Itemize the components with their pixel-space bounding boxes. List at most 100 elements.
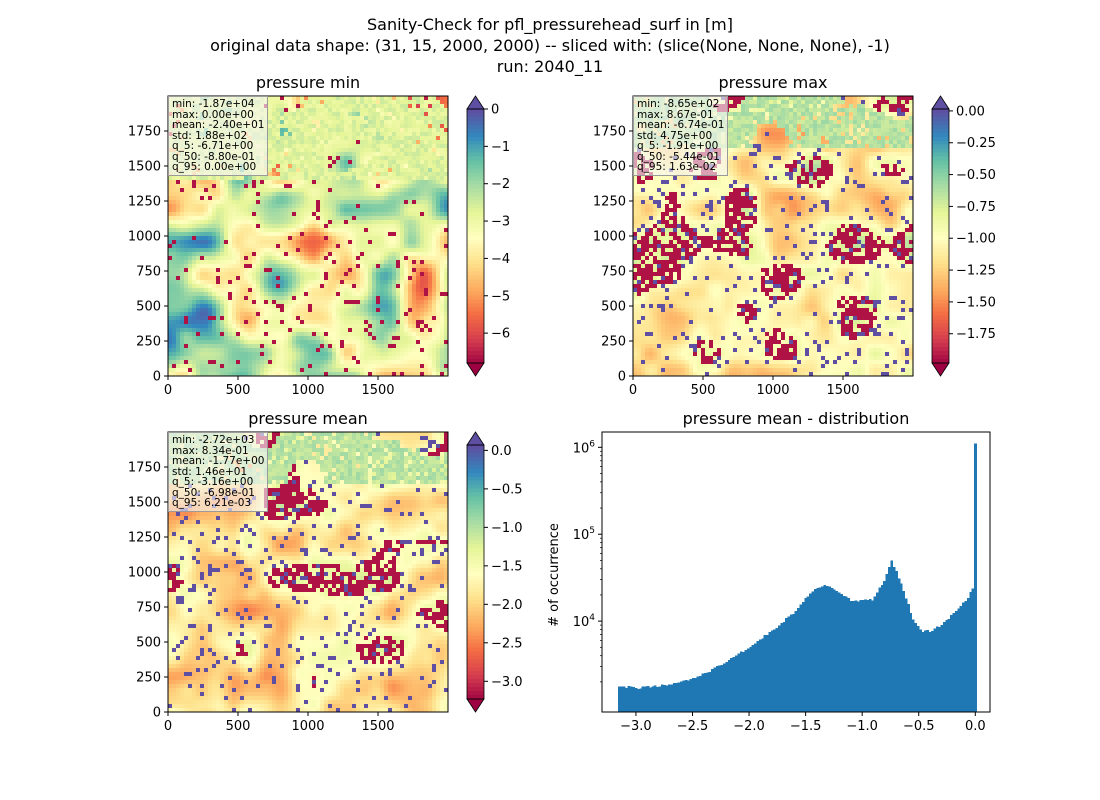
heatmap-cell xyxy=(236,204,241,209)
heatmap-cell xyxy=(444,336,449,341)
heatmap-cell xyxy=(168,364,173,369)
heatmap-cell xyxy=(212,208,217,213)
heatmap-cell xyxy=(184,256,189,261)
heatmap-cell xyxy=(280,124,285,129)
heatmap-cell xyxy=(348,260,353,265)
heatmap-cell xyxy=(384,220,389,225)
heatmap-cell xyxy=(168,304,173,309)
heatmap-cell xyxy=(276,96,281,101)
heatmap-cell xyxy=(204,360,209,365)
heatmap-cell xyxy=(428,276,433,281)
heatmap-cell xyxy=(380,120,385,125)
heatmap-cell xyxy=(284,228,289,233)
heatmap-cell xyxy=(288,104,293,109)
heatmap-cell xyxy=(408,204,413,209)
heatmap-cell xyxy=(272,364,277,369)
heatmap-cell xyxy=(188,212,193,217)
heatmap-cell xyxy=(268,328,273,333)
heatmap-cell xyxy=(428,168,433,173)
heatmap-cell xyxy=(376,252,381,257)
heatmap-cell xyxy=(268,264,273,269)
heatmap-cell xyxy=(372,184,377,189)
heatmap-cell xyxy=(268,144,273,149)
heatmap-cell xyxy=(168,228,173,233)
heatmap-cell xyxy=(416,200,421,205)
heatmap-cell xyxy=(192,244,197,249)
heatmap-cell xyxy=(336,256,341,261)
heatmap-cell xyxy=(196,320,201,325)
heatmap-cell xyxy=(280,252,285,257)
heatmap-cell xyxy=(184,216,189,221)
heatmap-cell xyxy=(340,372,345,377)
heatmap-cell xyxy=(224,292,229,297)
heatmap-cell xyxy=(276,360,281,365)
heatmap-cell xyxy=(424,232,429,237)
heatmap-cell xyxy=(384,336,389,341)
heatmap-cell xyxy=(296,364,301,369)
heatmap-cell xyxy=(356,248,361,253)
heatmap-cell xyxy=(372,372,377,377)
heatmap-cell xyxy=(308,268,313,273)
heatmap-cell xyxy=(256,336,261,341)
heatmap-cell xyxy=(344,332,349,337)
heatmap-cell xyxy=(412,136,417,141)
heatmap-cell xyxy=(276,120,281,125)
heatmap-cell xyxy=(256,340,261,345)
heatmap-cell xyxy=(324,116,329,121)
heatmap-cell xyxy=(216,200,221,205)
heatmap-cell xyxy=(404,328,409,333)
heatmap-cell xyxy=(412,248,417,253)
heatmap-cell xyxy=(312,348,317,353)
heatmap-cell xyxy=(208,284,213,289)
heatmap-cell xyxy=(328,136,333,141)
heatmap-cell xyxy=(284,320,289,325)
heatmap-cell xyxy=(188,332,193,337)
heatmap-cell xyxy=(364,284,369,289)
heatmap-cell xyxy=(428,148,433,153)
heatmap-cell xyxy=(356,268,361,273)
heatmap-cell xyxy=(376,184,381,189)
heatmap-cell xyxy=(352,240,357,245)
heatmap-cell xyxy=(204,184,209,189)
heatmap-cell xyxy=(352,264,357,269)
heatmap-cell xyxy=(252,308,257,313)
heatmap-cell xyxy=(204,252,209,257)
heatmap-cell xyxy=(168,260,173,265)
heatmap-cell xyxy=(372,300,377,305)
heatmap-cell xyxy=(360,316,365,321)
heatmap-cell xyxy=(336,296,341,301)
heatmap-cell xyxy=(340,252,345,257)
heatmap-cell xyxy=(180,320,185,325)
heatmap-cell xyxy=(376,216,381,221)
heatmap-cell xyxy=(360,288,365,293)
heatmap-cell xyxy=(376,100,381,105)
heatmap-cell xyxy=(444,192,449,197)
heatmap-cell xyxy=(420,328,425,333)
heatmap-cell xyxy=(416,120,421,125)
heatmap-cell xyxy=(316,308,321,313)
heatmap-cell xyxy=(168,340,173,345)
heatmap-cell xyxy=(304,336,309,341)
heatmap-cell xyxy=(296,224,301,229)
heatmap-cell xyxy=(168,176,173,181)
heatmap-cell xyxy=(336,344,341,349)
heatmap-cell xyxy=(312,132,317,137)
heatmap-cell xyxy=(300,340,305,345)
heatmap-cell xyxy=(436,144,441,149)
heatmap-cell xyxy=(416,124,421,129)
heatmap-cell xyxy=(280,152,285,157)
heatmap-cell xyxy=(188,316,193,321)
heatmap-cell xyxy=(192,248,197,253)
heatmap-cell xyxy=(296,260,301,265)
heatmap-cell xyxy=(216,196,221,201)
colorbar-step xyxy=(467,243,484,249)
heatmap-cell xyxy=(348,236,353,241)
heatmap-cell xyxy=(412,244,417,249)
heatmap-cell xyxy=(348,120,353,125)
heatmap-cell xyxy=(424,112,429,117)
heatmap-cell xyxy=(212,268,217,273)
heatmap-cell xyxy=(336,164,341,169)
heatmap-cell xyxy=(404,152,409,157)
heatmap-cell xyxy=(232,248,237,253)
